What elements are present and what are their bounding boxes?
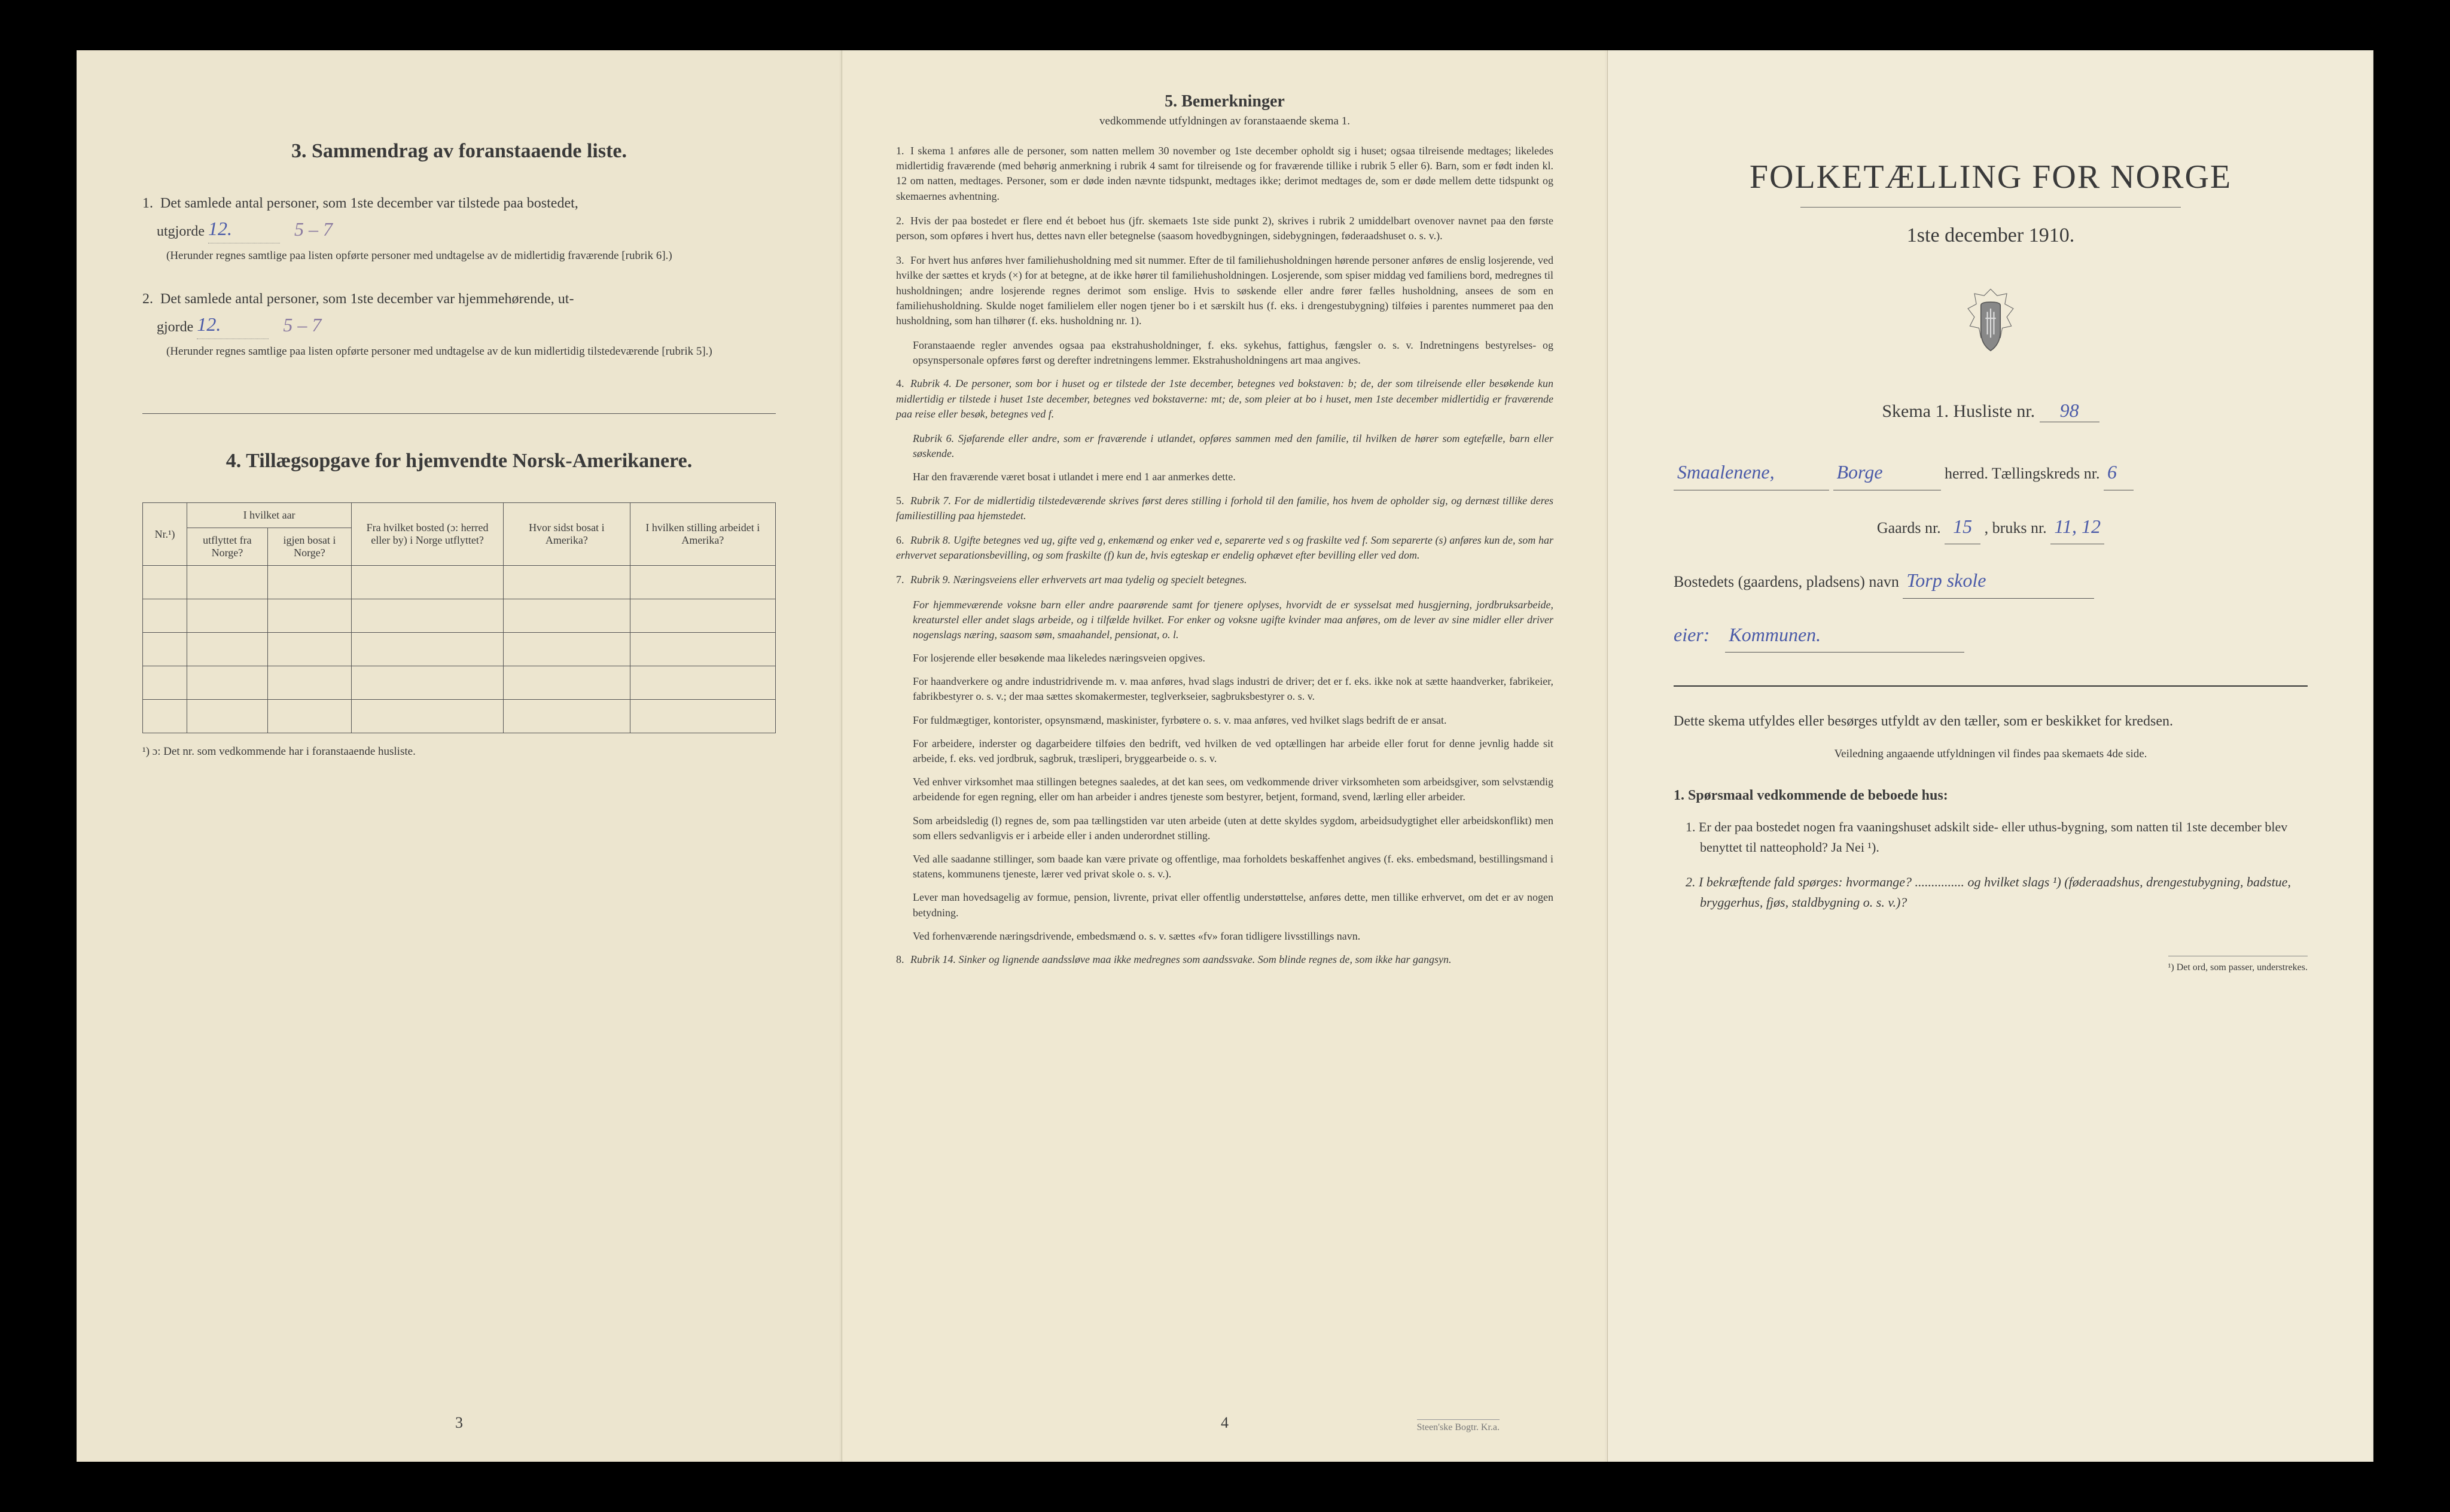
table-row	[143, 666, 776, 700]
rule-7-para10: Ved forhenværende næringsdrivende, embed…	[913, 929, 1553, 944]
printer-imprint: Steen'ske Bogtr. Kr.a.	[1417, 1419, 1500, 1433]
col-aar: I hvilket aar	[187, 503, 352, 528]
skema-line: Skema 1. Husliste nr. 98	[1674, 400, 2308, 422]
rule-3: 3.For hvert hus anføres hver familiehush…	[896, 253, 1553, 328]
rule-3-text: For hvert hus anføres hver familiehushol…	[896, 254, 1553, 327]
herred-label: herred. Tællingskreds nr.	[1945, 465, 2099, 482]
eier-label: eier:	[1674, 624, 1709, 645]
instruction-1: Dette skema utfyldes eller besørges utfy…	[1674, 711, 2308, 733]
rule-7-para6: Ved enhver virksomhet maa stillingen bet…	[913, 775, 1553, 804]
page-4: 5. Bemerkninger vedkommende utfyldningen…	[842, 50, 1608, 1462]
item2-note: (Herunder regnes samtlige paa listen opf…	[166, 344, 776, 360]
rule-7-text: Rubrik 9. Næringsveiens eller erhvervets…	[910, 574, 1247, 586]
gaards-label: Gaards nr.	[1877, 519, 1941, 536]
coat-of-arms	[1674, 286, 2308, 367]
kreds-nr: 6	[2104, 455, 2134, 490]
item1-value: 12.	[208, 218, 232, 239]
rule-4: 4.Rubrik 4. De personer, som bor i huset…	[896, 376, 1553, 422]
rule-2-text: Hvis der paa bostedet er flere end ét be…	[896, 215, 1553, 242]
bosted-line: Bostedets (gaardens, pladsens) navn Torp…	[1674, 563, 2308, 599]
table-row	[143, 599, 776, 633]
bruks-nr: 11, 12	[2050, 510, 2104, 545]
gaards-line: Gaards nr. 15 , bruks nr. 11, 12	[1674, 510, 2308, 545]
rule-7-para7: Som arbeidsledig (l) regnes de, som paa …	[913, 813, 1553, 843]
herred-value: Borge	[1833, 455, 1941, 490]
col-nr: Nr.¹)	[143, 503, 187, 566]
crest-icon	[1958, 286, 2024, 364]
item1-pencil: 5 – 7	[294, 218, 333, 240]
title-rule	[1800, 207, 2181, 208]
rule-3-para: Foranstaaende regler anvendes ogsaa paa …	[913, 338, 1553, 368]
section-3-heading: 3. Sammendrag av foranstaaende liste.	[142, 140, 776, 163]
item1-note: (Herunder regnes samtlige paa listen opf…	[166, 248, 776, 264]
census-date: 1ste december 1910.	[1674, 224, 2308, 247]
col-stilling: I hvilken stilling arbeidet i Amerika?	[630, 503, 775, 566]
item2-text: Det samlede antal personer, som 1ste dec…	[160, 291, 574, 307]
col-amerika-bosat: Hvor sidst bosat i Amerika?	[504, 503, 630, 566]
husliste-nr: 98	[2040, 400, 2099, 422]
rule-2: 2.Hvis der paa bostedet er flere end ét …	[896, 214, 1553, 243]
item2-prefix: gjorde	[157, 319, 193, 335]
summary-item-1: 1.Det samlede antal personer, som 1ste d…	[142, 193, 776, 264]
col-igjen-bosat: igjen bosat i Norge?	[267, 528, 351, 566]
item2-value: 12.	[197, 313, 221, 335]
rule-4-para2: Har den fraværende været bosat i utlande…	[913, 470, 1553, 484]
rule-7-para4: For fuldmægtiger, kontorister, opsynsmæn…	[913, 713, 1553, 728]
section-5-subheading: vedkommende utfyldningen av foranstaaend…	[896, 115, 1553, 128]
amt-herred-line: Smaalenene, Borge herred. Tællingskreds …	[1674, 455, 2308, 490]
document-title: FOLKETÆLLING FOR NORGE	[1674, 158, 2308, 196]
table-row	[143, 700, 776, 733]
rule-6-text: Rubrik 8. Ugifte betegnes ved ug, gifte …	[896, 534, 1553, 561]
rule-7-para2: For losjerende eller besøkende maa likel…	[913, 651, 1553, 666]
item1-prefix: utgjorde	[157, 224, 205, 239]
rule-7-para1: For hjemmeværende voksne barn eller andr…	[913, 598, 1553, 643]
table-body	[143, 566, 776, 733]
page-title-page: FOLKETÆLLING FOR NORGE 1ste december 191…	[1608, 50, 2373, 1462]
rule-7-para8: Ved alle saadanne stillinger, som baade …	[913, 852, 1553, 882]
eier-line: eier: Kommunen.	[1674, 618, 2308, 653]
page-number-3: 3	[77, 1414, 842, 1432]
section-divider	[142, 413, 776, 414]
summary-item-2: 2.Det samlede antal personer, som 1ste d…	[142, 288, 776, 360]
rule-1: 1.I skema 1 anføres alle de personer, so…	[896, 144, 1553, 204]
rule-7: 7.Rubrik 9. Næringsveiens eller erhverve…	[896, 572, 1553, 587]
norsk-amerikanere-table: Nr.¹) I hvilket aar Fra hvilket bosted (…	[142, 502, 776, 758]
question-2: 2. I bekræftende fald spørges: hvormange…	[1700, 872, 2308, 913]
right-divider	[1674, 685, 2308, 687]
item2-pencil: 5 – 7	[283, 314, 321, 336]
skema-label: Skema 1. Husliste nr.	[1882, 401, 2035, 421]
table-footnote: ¹) ɔ: Det nr. som vedkommende har i fora…	[142, 745, 776, 758]
bosted-label: Bostedets (gaardens, pladsens) navn	[1674, 573, 1899, 590]
bosted-value: Torp skole	[1903, 563, 2094, 599]
instruction-2: Veiledning angaaende utfyldningen vil fi…	[1674, 748, 2308, 761]
rule-6: 6.Rubrik 8. Ugifte betegnes ved ug, gift…	[896, 533, 1553, 563]
bruks-label: , bruks nr.	[1985, 519, 2047, 536]
amt-value: Smaalenene,	[1674, 455, 1829, 490]
question-1-text: 1. Er der paa bostedet nogen fra vaaning…	[1686, 819, 2287, 855]
eier-value: Kommunen.	[1725, 618, 1964, 653]
section-4-heading: 4. Tillægsopgave for hjemvendte Norsk-Am…	[142, 450, 776, 472]
question-1: 1. Er der paa bostedet nogen fra vaaning…	[1700, 817, 2308, 858]
rule-1-text: I skema 1 anføres alle de personer, som …	[896, 145, 1553, 202]
gaards-nr: 15	[1945, 510, 1980, 545]
rule-8: 8.Rubrik 14. Sinker og lignende aandsslø…	[896, 952, 1553, 967]
right-footnote: ¹) Det ord, som passer, understrekes.	[2168, 956, 2308, 973]
rule-8-text: Rubrik 14. Sinker og lignende aandssløve…	[910, 953, 1451, 965]
item1-text: Det samlede antal personer, som 1ste dec…	[160, 196, 578, 211]
rule-5-text: Rubrik 7. For de midlertidig tilstedevær…	[896, 495, 1553, 522]
table-row	[143, 566, 776, 599]
col-utflyttet: utflyttet fra Norge?	[187, 528, 268, 566]
rule-7-para9: Lever man hovedsagelig av formue, pensio…	[913, 890, 1553, 920]
rule-7-para5: For arbeidere, inderster og dagarbeidere…	[913, 736, 1553, 766]
rule-4-text: Rubrik 4. De personer, som bor i huset o…	[896, 377, 1553, 419]
col-bosted: Fra hvilket bosted (ɔ: herred eller by) …	[352, 503, 504, 566]
page-3: 3. Sammendrag av foranstaaende liste. 1.…	[77, 50, 842, 1462]
table-row	[143, 633, 776, 666]
document-spread: 3. Sammendrag av foranstaaende liste. 1.…	[29, 14, 2421, 1498]
questions-heading: 1. Spørsmaal vedkommende de beboede hus:	[1674, 788, 2308, 804]
rule-7-para3: For haandverkere og andre industridriven…	[913, 674, 1553, 704]
rule-5: 5.Rubrik 7. For de midlertidig tilstedev…	[896, 493, 1553, 523]
section-5-heading: 5. Bemerkninger	[896, 92, 1553, 111]
rule-4-para1: Rubrik 6. Sjøfarende eller andre, som er…	[913, 431, 1553, 461]
